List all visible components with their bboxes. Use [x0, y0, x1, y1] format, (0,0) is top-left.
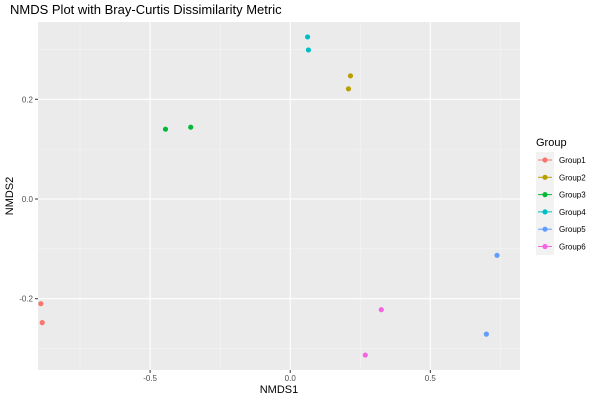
x-tick-label: -0.5 [143, 374, 157, 383]
data-point-group5 [494, 252, 500, 258]
data-point-group2 [347, 73, 354, 79]
y-tick-label: 0.2 [22, 95, 34, 104]
x-tick-label: 0.5 [425, 374, 437, 383]
y-axis-title: NMDS2 [4, 177, 16, 216]
legend-label-group1: Group1 [559, 156, 586, 165]
legend-key-background [536, 152, 554, 255]
data-point-group5 [483, 331, 489, 337]
legend-key-point-group6 [542, 243, 548, 250]
legend-key-point-group2 [542, 174, 548, 180]
data-point-group4 [305, 47, 312, 53]
legend-key-point-group4 [542, 209, 548, 215]
legend-key-point-group5 [542, 226, 548, 232]
legend-key-point-group1 [542, 157, 548, 163]
minor-gridlines [38, 22, 520, 370]
y-tick-label: -0.2 [19, 295, 33, 304]
data-point-group4 [304, 34, 311, 40]
major-gridlines [38, 22, 520, 370]
legend-label-group5: Group5 [559, 225, 586, 234]
data-points [38, 34, 500, 358]
x-axis-title: NMDS1 [260, 384, 299, 396]
plot-panel [38, 22, 520, 370]
data-point-group2 [345, 86, 352, 92]
legend-label-group4: Group4 [559, 208, 586, 217]
data-point-group3 [162, 126, 169, 132]
legend-key-point-group3 [542, 192, 548, 198]
axis-ticks [35, 98, 431, 373]
data-point-group1 [38, 301, 44, 307]
x-tick-label: 0.0 [285, 374, 297, 383]
legend-label-group6: Group6 [559, 243, 586, 252]
data-point-group6 [362, 352, 368, 358]
data-point-group1 [39, 320, 45, 326]
data-point-group6 [378, 307, 384, 313]
tick-labels: -0.5 0.0 0.5 -0.2 0.0 0.2 [19, 95, 436, 383]
data-point-group3 [188, 124, 194, 130]
legend-title: Group [536, 137, 567, 149]
chart-title: NMDS Plot with Bray-Curtis Dissimilarity… [10, 2, 282, 17]
legend-label-group3: Group3 [559, 191, 586, 200]
y-tick-label: 0.0 [22, 195, 34, 204]
legend-label-group2: Group2 [559, 173, 586, 182]
legend: Group Group1 Group2 Group3 Group4 Group5 Grou… [536, 137, 586, 255]
